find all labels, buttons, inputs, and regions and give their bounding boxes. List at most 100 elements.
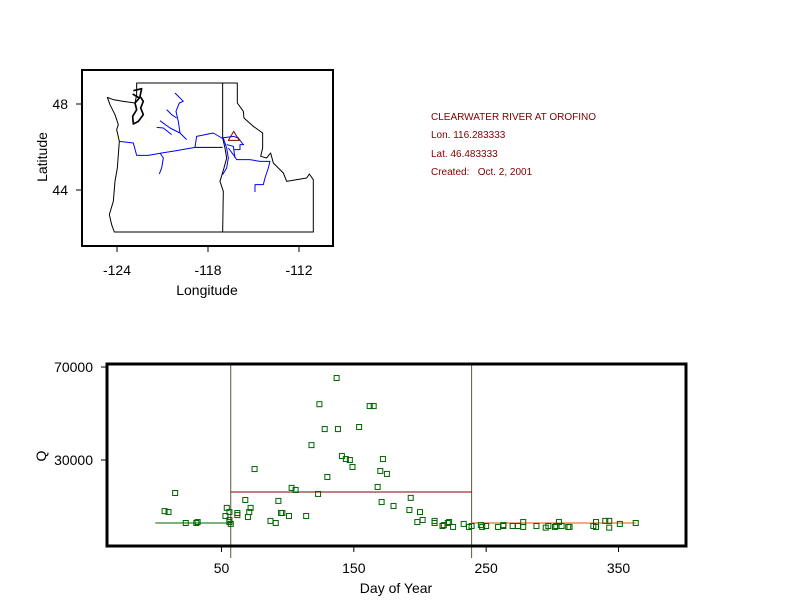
data-point (406, 506, 413, 513)
data-point (533, 523, 540, 530)
data-point (346, 456, 353, 463)
state-outline (106, 82, 314, 233)
data-point (226, 519, 233, 526)
data-point (565, 523, 572, 530)
rivers (119, 92, 271, 192)
data-point (520, 523, 527, 530)
data-point (514, 523, 521, 530)
map-ylabel: Latitude (34, 132, 50, 182)
data-point (450, 523, 457, 530)
data-point (182, 519, 189, 526)
data-point (338, 453, 345, 460)
columbia-river (119, 132, 244, 156)
upper-columbia-river (174, 92, 188, 141)
data-point (431, 519, 438, 526)
data-point (316, 401, 323, 408)
tributary (156, 109, 181, 136)
clearwater-river (227, 147, 271, 192)
data-point (414, 519, 421, 526)
data-point (275, 497, 282, 504)
data-point (285, 513, 292, 520)
data-point (483, 523, 490, 530)
data-point (500, 523, 507, 530)
x-tick-label: 250 (474, 560, 498, 576)
y-tick-label: 30000 (54, 452, 93, 468)
data-point (558, 523, 565, 530)
data-point (390, 503, 397, 510)
map-xlabel: Longitude (176, 282, 238, 298)
data-point (315, 490, 322, 497)
data-point (407, 494, 414, 501)
data-point (193, 519, 200, 526)
snake-river (222, 137, 229, 175)
plot-frame (105, 362, 688, 548)
data-point (632, 519, 639, 526)
data-point (377, 467, 384, 474)
tributary (226, 144, 244, 159)
plot-xlabel: Day of Year (360, 580, 433, 596)
data-point (616, 520, 623, 527)
data-point (379, 456, 386, 463)
data-point (602, 517, 609, 524)
data-point (444, 519, 451, 526)
x-tick-label: 150 (342, 560, 366, 576)
data-point (356, 423, 363, 430)
map-ytick: 44 (52, 182, 68, 198)
data-point (383, 470, 390, 477)
data-point (334, 426, 341, 433)
y-tick-label: 70000 (54, 359, 93, 375)
yakima-river (158, 152, 164, 175)
map-ytick: 48 (52, 96, 68, 112)
puget-sound-islands (131, 87, 145, 125)
discharge-scatter-plot: 50 150 250 350 30000 70000 Day of Year Q (33, 359, 688, 596)
station-name: CLEARWATER RIVER AT OROFINO (431, 112, 597, 123)
data-point (165, 509, 172, 516)
map-frame (81, 69, 334, 247)
data-point (279, 509, 286, 516)
data-point (446, 519, 453, 526)
data-point (172, 490, 179, 497)
data-point (468, 523, 475, 530)
data-point (244, 513, 251, 520)
data-point (267, 517, 274, 524)
data-point (495, 523, 502, 530)
data-point (226, 509, 233, 516)
data-point (303, 513, 310, 520)
data-point (419, 516, 426, 523)
data-point (321, 426, 328, 433)
data-point (222, 513, 229, 520)
created-date: Created: Oct. 2, 2001 (431, 167, 533, 178)
data-point (439, 523, 446, 530)
data-point (606, 524, 613, 531)
state-border-wa-id (219, 82, 228, 232)
data-point (324, 473, 331, 480)
data-point (479, 523, 486, 530)
data-point (342, 456, 349, 463)
data-point (374, 483, 381, 490)
data-point (292, 486, 299, 493)
data-point (161, 508, 168, 515)
data-point (416, 509, 423, 516)
map-xtick: -124 (103, 262, 131, 278)
data-point (545, 523, 552, 530)
data-point (378, 499, 385, 506)
station-latitude: Lat. 46.483333 (431, 149, 498, 160)
plot-ylabel: Q (33, 450, 49, 461)
data-point (349, 463, 356, 470)
station-longitude: Lon. 116.283333 (431, 130, 506, 141)
station-marker-triangle (227, 130, 240, 141)
data-point (593, 519, 600, 526)
data-point (551, 523, 558, 530)
data-point (194, 519, 201, 526)
data-point (227, 520, 234, 527)
data-point (520, 519, 527, 526)
data-point (509, 523, 516, 530)
data-point (606, 517, 613, 524)
map-xtick: -112 (286, 262, 313, 278)
data-point (234, 512, 241, 519)
x-tick-label: 350 (607, 560, 631, 576)
data-point (272, 519, 279, 526)
data-point (251, 466, 258, 473)
map-xtick: -118 (195, 262, 222, 278)
